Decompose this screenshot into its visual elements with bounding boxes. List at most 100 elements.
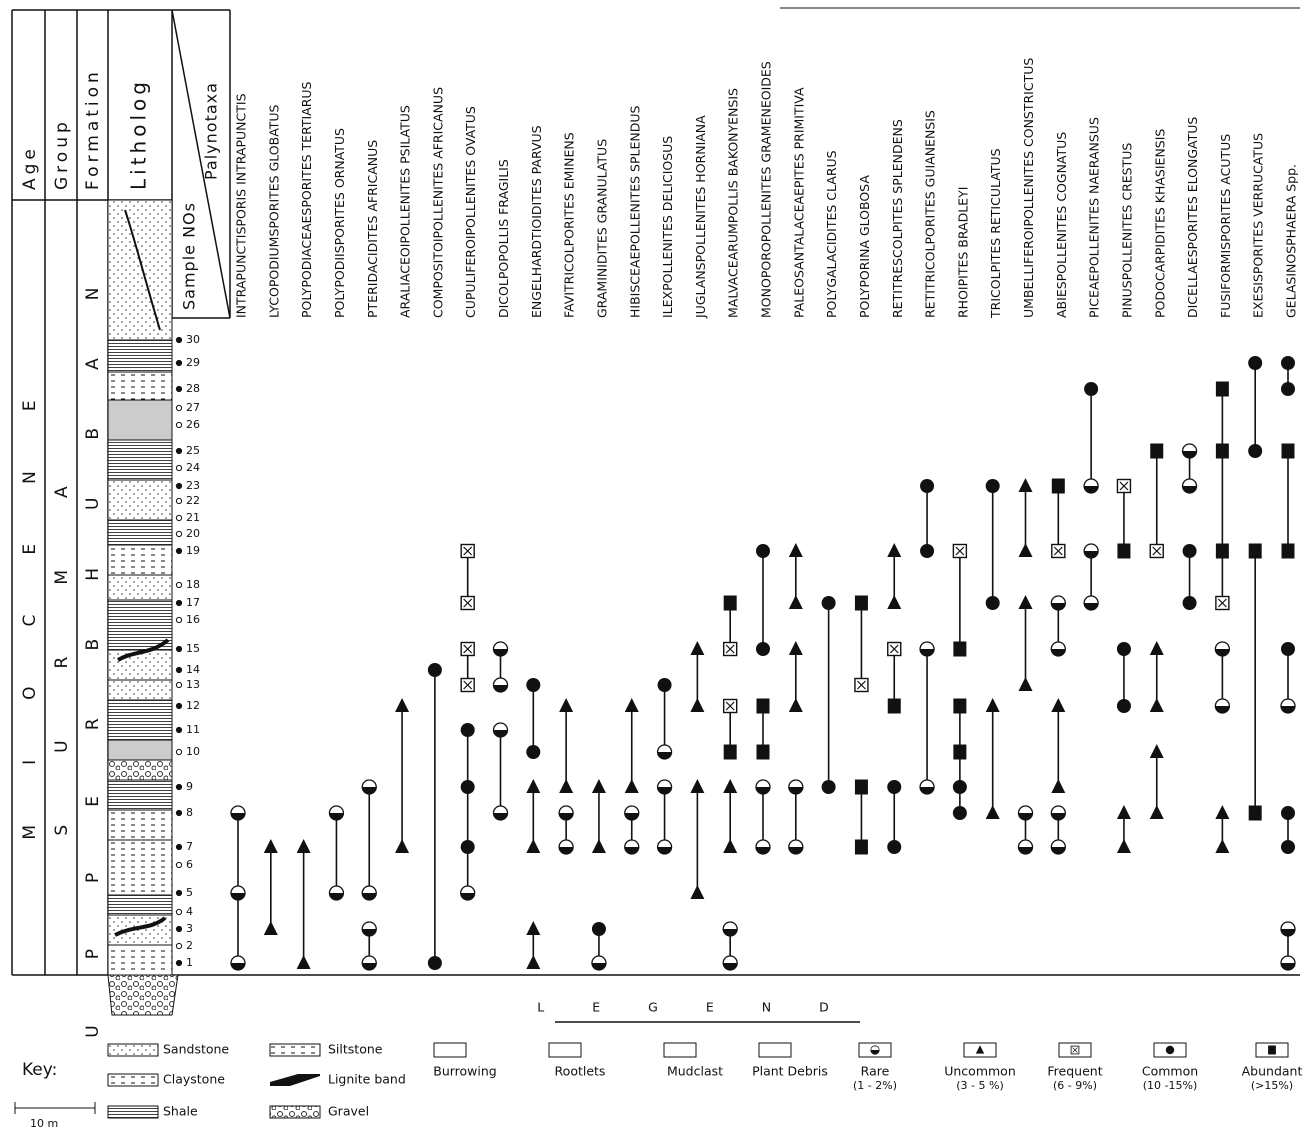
marker-shape [461, 893, 475, 900]
occurrence-marker [1117, 839, 1131, 853]
marker-shape [756, 847, 770, 854]
occurrence-marker [1166, 1046, 1174, 1054]
legend-range: (1 - 2%) [853, 1079, 897, 1092]
occurrence-marker [789, 543, 803, 557]
marker-shape [1281, 806, 1295, 820]
legend-label: Uncommon [944, 1064, 1016, 1079]
occurrence-marker [1150, 744, 1164, 758]
marker-shape [526, 955, 540, 969]
occurrence-marker [362, 780, 376, 794]
sample-point [176, 646, 181, 651]
marker-shape [1281, 642, 1295, 656]
marker-shape [395, 698, 409, 712]
sample-number: 24 [186, 461, 200, 474]
marker-shape [362, 787, 376, 794]
marker-shape [986, 596, 1000, 610]
occurrence-marker [592, 779, 606, 793]
marker-shape [1150, 744, 1164, 758]
marker-shape [1150, 444, 1163, 459]
occurrence-marker [986, 596, 1000, 610]
marker-shape [756, 787, 770, 794]
taxon-name: FAVITRICOLPORITES EMINENS [562, 132, 577, 318]
sample-number: 25 [186, 444, 200, 457]
occurrence-marker [1281, 642, 1295, 656]
marker-shape [428, 663, 442, 677]
feature-swatch [759, 1043, 791, 1057]
occurrence-marker [855, 596, 868, 611]
marker-shape [723, 839, 737, 853]
occurrence-marker [1117, 480, 1130, 493]
occurrence-marker [428, 956, 442, 970]
marker-shape [1019, 813, 1033, 820]
marker-shape [789, 787, 803, 794]
occurrence-marker [690, 885, 704, 899]
legend-label: Abundant [1242, 1064, 1303, 1079]
formation-name: UPPER [83, 652, 103, 1038]
key-title: Key: [22, 1060, 57, 1080]
occurrence-marker [920, 544, 934, 558]
marker-shape [1249, 806, 1262, 821]
occurrence-marker [625, 698, 639, 712]
occurrence-marker [1249, 806, 1262, 821]
sample-number: 22 [186, 494, 200, 507]
occurrence-marker [789, 780, 803, 794]
marker-shape [1183, 486, 1197, 493]
taxon-name: PODOCARPIDITES KHASIENSIS [1152, 129, 1167, 318]
occurrence-marker [1281, 922, 1295, 936]
occurrence-marker [461, 597, 474, 610]
taxon-name: RETITRICOLPORITES GUIANENSIS [923, 110, 938, 318]
occurrence-marker [1051, 779, 1065, 793]
taxon-name: COMPOSITOIPOLLENITES AFRICANUS [430, 87, 445, 318]
scale-bar [15, 1102, 95, 1114]
taxon-name: POLYPODIACEAESPORITES TERTIARUS [299, 81, 314, 318]
occurrence-marker [789, 641, 803, 655]
occurrence-marker [1019, 806, 1033, 820]
legend-range: (6 - 9%) [1053, 1079, 1097, 1092]
marker-shape [920, 479, 934, 493]
occurrence-marker [1216, 382, 1229, 397]
occurrence-marker [1052, 479, 1065, 494]
sample-number: 23 [186, 479, 200, 492]
occurrence-marker [1249, 544, 1262, 559]
header-label: Group [52, 118, 72, 190]
occurrence-marker [723, 922, 737, 936]
marker-shape [887, 780, 901, 794]
occurrence-marker [559, 806, 573, 820]
taxon-name: RETITRESCOLPITES SPLENDENS [890, 119, 905, 318]
occurrence-marker [625, 806, 639, 820]
occurrence-marker [395, 839, 409, 853]
marker-shape [690, 885, 704, 899]
occurrence-marker [1150, 698, 1164, 712]
feature-swatch [664, 1043, 696, 1057]
marker-shape [1052, 479, 1065, 494]
feature-label: Burrowing [433, 1064, 496, 1079]
legend-range: (3 - 5 %) [956, 1079, 1004, 1092]
occurrence-marker [526, 745, 540, 759]
marker-shape [329, 813, 343, 820]
sample-point [176, 844, 181, 849]
occurrence-marker [1051, 596, 1065, 610]
occurrence-marker [494, 806, 508, 820]
marker-shape [953, 745, 966, 760]
marker-shape [297, 839, 311, 853]
occurrence-marker [494, 642, 508, 656]
sample-number: 18 [186, 578, 200, 591]
occurrence-marker [592, 956, 606, 970]
lithology-swatch [270, 1106, 320, 1118]
taxon-name: TRICOLPITES RETICULATUS [988, 148, 1003, 319]
occurrence-marker [428, 663, 442, 677]
sample-point [176, 890, 181, 895]
marker-shape [395, 839, 409, 853]
feature-swatch [434, 1043, 466, 1057]
marker-shape [690, 779, 704, 793]
marker-shape [297, 955, 311, 969]
marker-shape [625, 847, 639, 854]
marker-shape [887, 840, 901, 854]
marker-shape [986, 805, 1000, 819]
marker-shape [592, 922, 606, 936]
sample-point [176, 548, 181, 553]
sample-number: 6 [186, 858, 193, 871]
occurrence-marker [1019, 595, 1033, 609]
occurrence-marker [395, 698, 409, 712]
occurrence-marker [1019, 543, 1033, 557]
